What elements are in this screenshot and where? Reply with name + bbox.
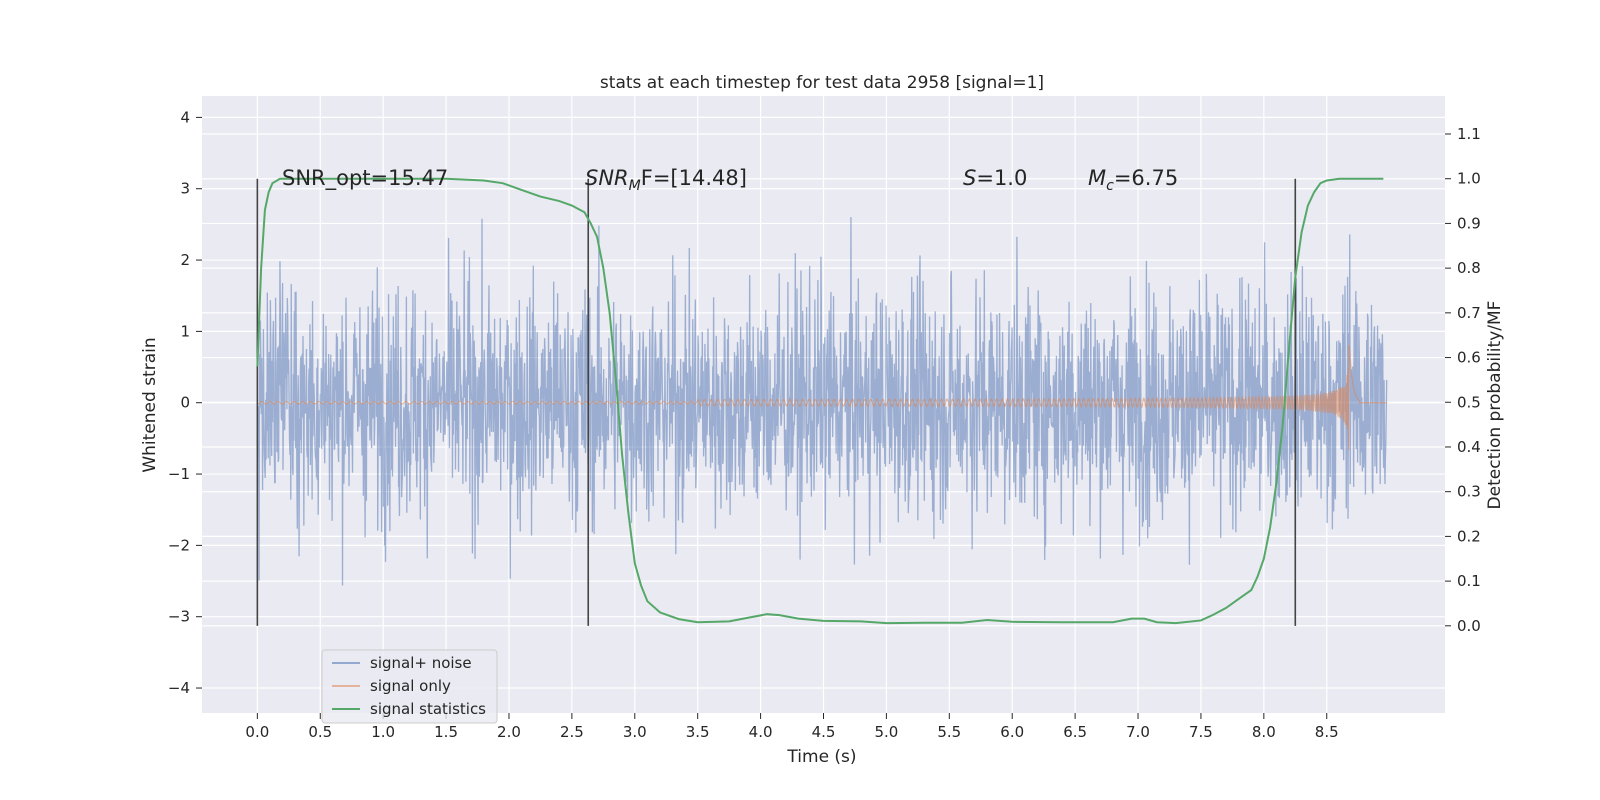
signal-statistics-line bbox=[256, 177, 1384, 625]
x-tick-label: 0.0 bbox=[245, 723, 269, 741]
y-tick-label: −4 bbox=[168, 679, 190, 697]
annotation-snr-opt: SNR_opt=15.47 bbox=[282, 166, 448, 191]
legend-label-signal-only: signal only bbox=[370, 677, 451, 695]
x-tick-label: 1.5 bbox=[434, 723, 458, 741]
x-tick-label: 7.5 bbox=[1189, 723, 1213, 741]
x-tick-label: 6.5 bbox=[1063, 723, 1087, 741]
y-tick-label: −3 bbox=[168, 608, 190, 626]
annotation-snr-mf-rest: F=[14.48] bbox=[641, 166, 747, 190]
x-tick-label: 0.5 bbox=[308, 723, 332, 741]
y-axis-label: Whitened strain bbox=[140, 337, 160, 472]
x-tick-label: 8.5 bbox=[1315, 723, 1339, 741]
x-tick-label: 4.5 bbox=[812, 723, 836, 741]
annotation-s-rest: =1.0 bbox=[976, 166, 1027, 190]
y2-tick-label: 1.0 bbox=[1457, 170, 1481, 188]
annotation-snr-mf: SNRMF=[14.48] bbox=[585, 166, 747, 194]
legend: signal+ noise signal only signal statist… bbox=[321, 649, 498, 724]
y2-tick-label: 1.1 bbox=[1457, 125, 1481, 143]
annotation-s: S=1.0 bbox=[963, 166, 1027, 190]
legend-label-signal-noise: signal+ noise bbox=[370, 654, 472, 672]
y-axis-ticks: 4 3 2 1 0 −1 −2 −3 −4 bbox=[168, 108, 202, 697]
x-tick-label: 1.0 bbox=[371, 723, 395, 741]
y-tick-label: 4 bbox=[180, 108, 190, 126]
x-tick-label: 2.0 bbox=[497, 723, 521, 741]
signal-only-line bbox=[257, 345, 1388, 450]
y2-tick-label: 0.7 bbox=[1457, 304, 1481, 322]
x-tick-label: 3.0 bbox=[623, 723, 647, 741]
x-axis-label: Time (s) bbox=[786, 747, 856, 767]
x-tick-label: 2.5 bbox=[560, 723, 584, 741]
x-axis-ticks: 0.0 0.5 1.0 1.5 2.0 2.5 3.0 3.5 4.0 4.5 5.0 5.5 6.0 6… bbox=[245, 713, 1339, 741]
y-tick-label: 2 bbox=[180, 251, 190, 269]
y2-tick-label: 0.6 bbox=[1457, 349, 1481, 367]
y-tick-label: 0 bbox=[180, 394, 190, 412]
y2-tick-label: 0.5 bbox=[1457, 393, 1481, 411]
x-tick-label: 8.0 bbox=[1252, 723, 1276, 741]
annotation-mc-rest: =6.75 bbox=[1114, 166, 1178, 190]
chart-title: stats at each timestep for test data 295… bbox=[600, 73, 1044, 93]
y-tick-label: 1 bbox=[180, 322, 190, 340]
x-tick-label: 3.5 bbox=[686, 723, 710, 741]
vertical-markers bbox=[256, 178, 1297, 626]
annotation-mc-sub: c bbox=[1106, 178, 1114, 194]
y2-tick-label: 0.1 bbox=[1457, 572, 1481, 590]
y2-axis-label: Detection probability/MF bbox=[1485, 301, 1505, 510]
y-tick-label: −2 bbox=[168, 536, 190, 554]
annotation-s-symbol: S bbox=[963, 166, 976, 190]
y2-tick-label: 0.8 bbox=[1457, 259, 1481, 277]
y2-tick-label: 0.3 bbox=[1457, 483, 1481, 501]
series-signal-only bbox=[257, 345, 1388, 450]
annotation-snr-mf-main: SNR bbox=[585, 166, 629, 190]
y2-axis-ticks: 1.1 1.0 0.9 0.8 0.7 0.6 0.5 0.4 0.3 0.2 0.1 0.0 bbox=[1445, 125, 1481, 635]
y-tick-label: −1 bbox=[168, 465, 190, 483]
x-tick-label: 7.0 bbox=[1126, 723, 1150, 741]
annotation-snr-mf-sub: M bbox=[629, 178, 641, 194]
legend-label-signal-statistics: signal statistics bbox=[370, 700, 486, 718]
annotation-mc: Mc=6.75 bbox=[1088, 166, 1178, 194]
x-tick-label: 6.0 bbox=[1000, 723, 1024, 741]
series-signal-statistics bbox=[256, 177, 1384, 625]
x-tick-label: 5.5 bbox=[937, 723, 961, 741]
y2-tick-label: 0.2 bbox=[1457, 527, 1481, 545]
annotation-mc-symbol: M bbox=[1088, 166, 1106, 190]
y2-tick-label: 0.4 bbox=[1457, 438, 1481, 456]
legend-box bbox=[321, 649, 498, 724]
y2-tick-label: 0.0 bbox=[1457, 617, 1481, 635]
x-tick-label: 5.0 bbox=[874, 723, 898, 741]
x-tick-label: 4.0 bbox=[749, 723, 773, 741]
y2-tick-label: 0.9 bbox=[1457, 214, 1481, 232]
y-tick-label: 3 bbox=[180, 180, 190, 198]
